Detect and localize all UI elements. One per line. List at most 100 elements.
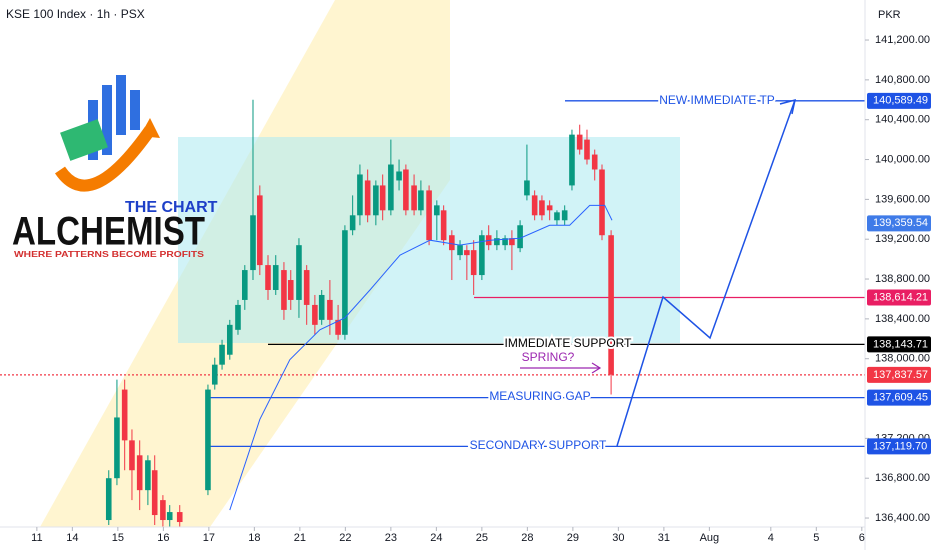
- candle-body: [373, 185, 379, 216]
- candle-body: [502, 238, 508, 246]
- candle-body: [166, 512, 173, 521]
- candle-body: [312, 304, 318, 325]
- candle-body: [296, 245, 302, 300]
- moving-average: [229, 204, 613, 511]
- candle-body: [364, 180, 371, 216]
- candle-body: [242, 270, 248, 300]
- logo-tagline: WHERE PATTERNS BECOME PROFITS: [14, 250, 205, 259]
- annotation: SECONDARY SUPPORT: [470, 438, 607, 452]
- x-tick-label: 24: [430, 532, 442, 544]
- x-tick-label: 21: [294, 532, 306, 544]
- candle-body: [494, 238, 500, 246]
- x-tick-label: 4: [768, 532, 774, 544]
- candle-body: [303, 270, 310, 305]
- candle-body: [479, 235, 485, 276]
- candle-body: [121, 389, 128, 441]
- candle-body: [464, 250, 470, 256]
- y-tick-label: 138,400.00: [875, 313, 930, 325]
- candle-body: [396, 171, 402, 181]
- x-tick-label: 15: [112, 532, 124, 544]
- candle-body: [151, 470, 158, 516]
- candle-body: [509, 238, 515, 246]
- price-label: 139,359.54: [873, 217, 928, 229]
- candle-body: [250, 215, 256, 271]
- candle-body: [257, 195, 263, 266]
- candle-body: [136, 455, 143, 491]
- x-tick-label: 30: [612, 532, 624, 544]
- y-tick-label: 140,400.00: [875, 114, 930, 126]
- candle-body: [219, 344, 225, 365]
- candle-body: [342, 230, 348, 335]
- projection-arrow: [779, 98, 796, 115]
- annotation: SPRING?: [522, 350, 575, 364]
- candle-body: [426, 190, 432, 241]
- candle-body: [569, 134, 575, 186]
- candle-body: [546, 205, 553, 211]
- candle-body: [591, 154, 598, 170]
- x-tick-label: 18: [248, 532, 260, 544]
- x-tick-label: Aug: [700, 532, 720, 544]
- price-label-box: [867, 366, 931, 383]
- candle-body: [272, 265, 279, 290]
- y-tick-label: 140,800.00: [875, 74, 930, 86]
- plot: [0, 99, 865, 527]
- x-tick-label: 5: [813, 532, 819, 544]
- candle-body: [265, 265, 271, 290]
- price-label: 138,614.21: [873, 291, 928, 303]
- candle-body: [388, 164, 394, 211]
- annotation: NEW IMMEDIATE TP: [659, 93, 775, 107]
- y-tick-label: 140,000.00: [875, 153, 930, 165]
- x-tick-label: 29: [567, 532, 579, 544]
- candle-body: [145, 460, 151, 491]
- price-label-box: [867, 92, 931, 109]
- currency: PKR: [878, 9, 901, 21]
- y-tick-label: 139,200.00: [875, 233, 930, 245]
- candle-body: [357, 174, 363, 216]
- chart-title: KSE 100 Index · 1h · PSX: [6, 7, 145, 21]
- price-label-box: [867, 215, 931, 232]
- candle-body: [129, 440, 135, 471]
- price-label-box: [867, 438, 931, 455]
- candle-body: [524, 180, 530, 196]
- candle-body: [211, 364, 218, 385]
- candle-body: [561, 210, 568, 221]
- candle-body: [449, 235, 455, 251]
- price-label-box: [867, 289, 931, 306]
- price-label: 140,589.49: [873, 95, 928, 107]
- candle-body: [226, 324, 233, 355]
- y-tick-label: 136,800.00: [875, 472, 930, 484]
- logo-bar: [116, 75, 126, 135]
- candle-body: [440, 210, 447, 241]
- candle-body: [531, 195, 538, 216]
- candle-body: [517, 225, 523, 249]
- y-tick-label: 141,200.00: [875, 34, 930, 46]
- axes: 141,200.00 140,800.00 140,400.00 140,000.00…: [31, 34, 931, 544]
- logo-bar: [130, 90, 140, 130]
- candle-body: [327, 299, 333, 320]
- price-label-box: [867, 336, 931, 353]
- y-tick-label: 136,400.00: [875, 512, 930, 524]
- x-tick-label: 31: [658, 532, 670, 544]
- candle-body: [335, 319, 341, 335]
- candle-body: [576, 134, 583, 150]
- candle-body: [379, 185, 386, 211]
- candle-body: [403, 169, 409, 211]
- logo: THE CHART ALCHEMIST WHERE PATTERNS BECOM…: [12, 75, 218, 259]
- price-label: 137,609.45: [873, 392, 928, 404]
- candle-body: [205, 389, 211, 491]
- candle-body: [160, 500, 166, 521]
- candle-body: [554, 212, 560, 221]
- annotation: MEASURING GAP: [489, 389, 590, 403]
- price-label: 138,143.71: [873, 338, 928, 350]
- candle-body: [539, 200, 545, 216]
- x-tick-label: 11: [31, 532, 42, 544]
- candle-body: [418, 190, 424, 211]
- candle-body: [235, 304, 241, 330]
- logo-arrow: [140, 118, 160, 138]
- x-tick-label: 6: [859, 532, 865, 544]
- price-axis: [865, 0, 932, 550]
- x-tick-label: 22: [339, 532, 351, 544]
- candle-body: [584, 139, 590, 160]
- logo-text: ALCHEMIST: [12, 210, 205, 254]
- logo-bar: [102, 85, 112, 155]
